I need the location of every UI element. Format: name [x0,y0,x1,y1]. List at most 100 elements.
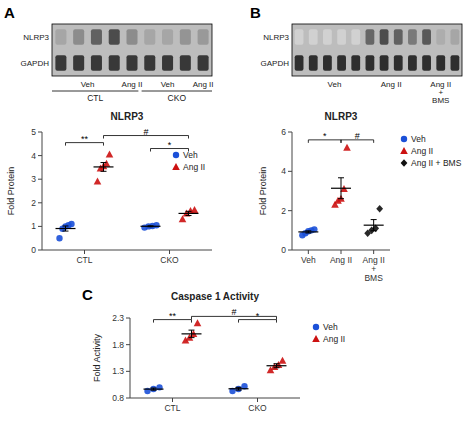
blot-band [180,55,191,71]
blot-band [309,29,318,45]
blot-band [144,55,155,71]
blot-band [351,29,360,45]
blot-band [422,29,431,45]
point [106,150,114,157]
significance-label: * [256,311,260,321]
point [56,235,62,241]
y-tick [126,398,130,399]
legend-label: Veh [411,134,426,144]
blot-band [408,29,417,45]
y-tick [288,132,292,133]
blot-band [180,29,191,45]
blot-band [73,55,84,71]
text-line: BMS [364,273,383,283]
blot-band [198,55,209,71]
data-area [298,144,383,239]
y-tick-label: 2.3 [112,313,124,323]
blot-band [162,29,173,45]
x-tick-label: CTL [76,255,92,265]
blot-band [323,55,332,71]
lane-label: Veh [328,80,342,89]
blot-band [55,29,66,45]
x-tick-label: CKO [248,403,267,413]
mean-line [331,188,351,189]
legend-label: Ang II [323,334,345,344]
y-tick-label: 3 [31,174,36,184]
x-tick-label: Ang II [330,255,352,265]
blot-band [408,55,417,71]
blot-band [422,55,431,71]
blot-band [380,55,389,71]
panel-label: B [250,4,261,21]
y-tick [38,226,42,227]
y-tick [288,250,292,251]
blot-band [394,29,403,45]
legend: VehAng IIAng II + BMS [400,134,461,168]
group-underline [52,91,138,92]
y-tick [38,202,42,203]
y-tick [126,318,130,319]
blot-band [436,55,445,71]
data-area [56,150,199,241]
mean-line [94,166,114,167]
row-label: GAPDH [261,59,290,68]
y-axis-label: Fold Protein [6,167,16,216]
x-tick-label: CKO [160,255,179,265]
chart-title: NLRP3 [325,111,358,122]
blot-band [198,29,209,45]
y-axis-label: Fold Activity [92,333,102,382]
axes: 0246VehAng IIAng II+BMS [281,127,390,283]
lane-label: Veh [161,80,175,89]
x-axis-line [42,250,212,251]
axes: 0.81.31.82.3CTLCKO [112,313,300,413]
blot-band [295,29,304,45]
mean-line [179,213,199,214]
mean-line [267,365,287,366]
blot-panel: NLRP3GAPDHVehAng IIVehAng IICTLCKOA [4,4,214,103]
legend-marker [400,147,408,154]
row-label: NLRP3 [263,33,289,42]
significance-label: # [143,127,148,137]
blot-band [436,29,445,45]
legend-label: Veh [183,150,198,160]
group-label: CTL [87,93,103,103]
chart-title: Caspase 1 Activity [171,291,259,302]
point [376,205,383,213]
blot-band [366,55,375,71]
mean-line [144,389,164,390]
significance-label: # [355,131,360,141]
panel-label: A [4,4,15,21]
blot-band [394,55,403,71]
blot-frame [292,24,462,76]
y-tick-label: 5 [31,127,36,137]
x-tick [172,398,173,402]
point [279,357,287,364]
legend: VehAng II [312,322,345,344]
lane-label: Ang II [381,80,402,89]
y-tick-label: 0 [281,245,286,255]
y-tick-label: 0 [31,245,36,255]
significance-label: * [323,131,327,141]
lane-label: Ang II [193,80,214,89]
y-tick-label: 1.3 [112,366,124,376]
row-label: GAPDH [21,59,50,68]
panel-label: C [82,286,93,303]
y-tick-label: 2 [281,206,286,216]
significance-label: # [231,307,236,317]
point [153,222,159,228]
y-tick-label: 6 [281,127,286,137]
blot-band [309,55,318,71]
blot-band [366,29,375,45]
legend-marker [401,136,407,142]
x-tick-label: Ang II+BMS [363,255,385,283]
significance-label: ** [81,134,89,144]
legend-label: Ang II [411,146,433,156]
y-tick-label: 4 [31,151,36,161]
mean-line [298,231,318,232]
blot-band [337,55,346,71]
blot-band [337,29,346,45]
blot-band [162,55,173,71]
x-tick [257,398,258,402]
mean-line [182,333,202,334]
legend: VehAng II [172,150,205,172]
